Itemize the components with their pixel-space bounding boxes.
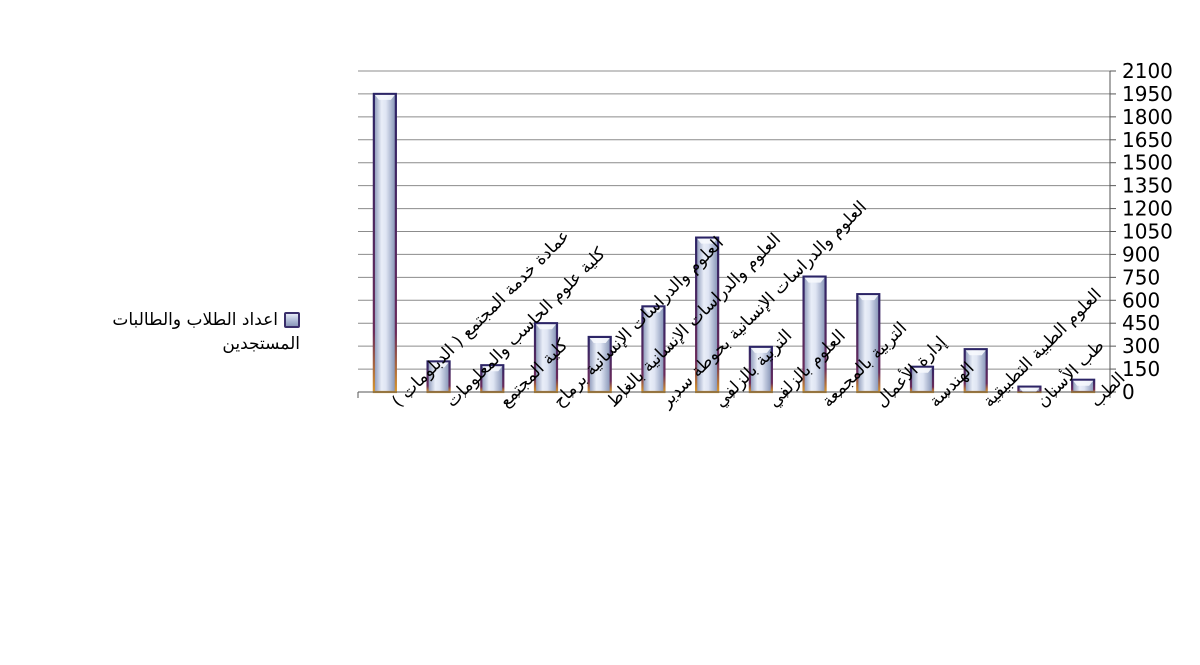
y-tick-label: 0 xyxy=(1122,380,1135,404)
bar-bevel xyxy=(536,324,556,330)
y-tick-label: 1800 xyxy=(1122,105,1173,129)
bar-bevel xyxy=(1073,380,1094,386)
gridlines xyxy=(358,70,1110,393)
legend-label-line2: المستجدين xyxy=(222,334,300,354)
bar xyxy=(372,92,397,394)
y-tick-label: 1950 xyxy=(1122,82,1173,106)
y-tick-label: 1500 xyxy=(1122,151,1173,175)
bars xyxy=(372,92,1096,394)
bar-bevel xyxy=(374,94,395,100)
y-tick-label: 1050 xyxy=(1122,220,1173,244)
y-tick-label: 150 xyxy=(1122,357,1160,381)
legend-entry: اعداد الطلاب والطالبات xyxy=(60,308,300,332)
y-tick-label: 900 xyxy=(1122,242,1160,266)
bar-bevel xyxy=(482,366,503,372)
bar-bevel xyxy=(804,277,825,283)
bar-bevel xyxy=(912,367,932,373)
bar-bevel xyxy=(1019,387,1040,393)
y-tick-label: 600 xyxy=(1122,288,1160,312)
bar-bevel xyxy=(428,362,449,368)
y-tick-label: 1650 xyxy=(1122,128,1173,152)
y-tick-label: 750 xyxy=(1122,265,1160,289)
y-tick-label: 1200 xyxy=(1122,197,1173,221)
bar-bevel xyxy=(589,337,610,343)
y-tick-label: 2100 xyxy=(1122,59,1173,83)
legend: اعداد الطلاب والطالبات المستجدين xyxy=(60,308,300,356)
y-tick-label: 450 xyxy=(1122,311,1160,335)
y-tick-label: 1350 xyxy=(1122,174,1173,198)
bar-bevel xyxy=(858,295,879,301)
y-tick-label: 300 xyxy=(1122,334,1160,358)
legend-label-line1: اعداد الطلاب والطالبات xyxy=(112,310,278,330)
bar-bevel xyxy=(697,238,718,244)
legend-swatch-icon xyxy=(284,312,300,328)
bar-bevel xyxy=(750,347,771,353)
bar-bevel xyxy=(965,350,986,356)
bar-bevel xyxy=(643,307,664,313)
y-axis: 0150300450600750900105012001350150016501… xyxy=(357,59,1173,404)
